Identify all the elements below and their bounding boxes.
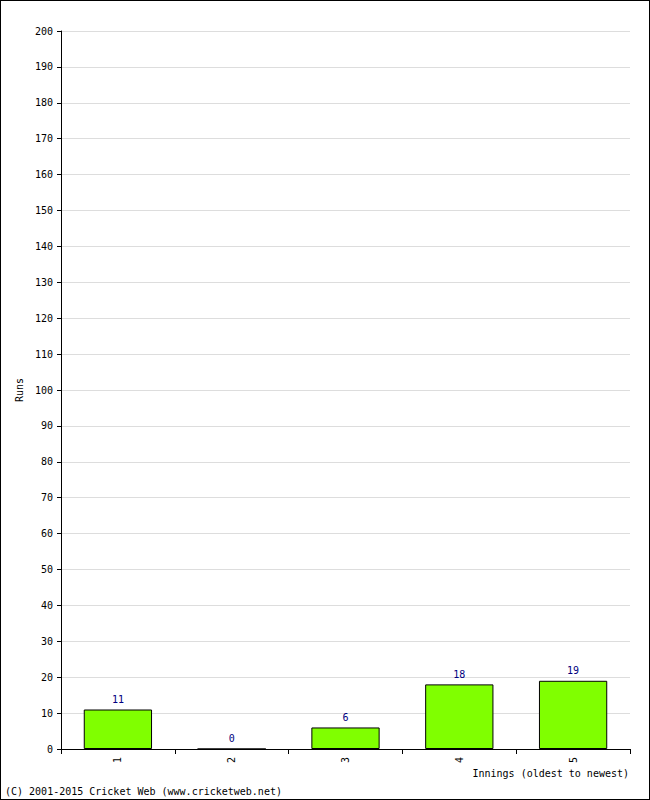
svg-text:18: 18 — [453, 669, 465, 680]
svg-text:160: 160 — [35, 169, 53, 180]
svg-text:0: 0 — [47, 744, 53, 755]
svg-text:150: 150 — [35, 205, 53, 216]
svg-text:140: 140 — [35, 241, 53, 252]
svg-text:130: 130 — [35, 277, 53, 288]
svg-text:170: 170 — [35, 133, 53, 144]
svg-text:40: 40 — [41, 600, 53, 611]
svg-text:50: 50 — [41, 564, 53, 575]
svg-text:1: 1 — [112, 757, 123, 763]
svg-text:Runs: Runs — [14, 378, 25, 402]
svg-text:190: 190 — [35, 61, 53, 72]
svg-text:11: 11 — [112, 694, 124, 705]
svg-text:30: 30 — [41, 636, 53, 647]
svg-text:Innings (oldest to newest): Innings (oldest to newest) — [472, 768, 629, 779]
svg-text:100: 100 — [35, 385, 53, 396]
svg-text:60: 60 — [41, 528, 53, 539]
svg-text:10: 10 — [41, 708, 53, 719]
svg-text:90: 90 — [41, 420, 53, 431]
svg-text:(C) 2001-2015 Cricket Web (www: (C) 2001-2015 Cricket Web (www.cricketwe… — [5, 786, 282, 797]
svg-text:180: 180 — [35, 97, 53, 108]
svg-text:2: 2 — [226, 757, 237, 763]
svg-text:20: 20 — [41, 672, 53, 683]
svg-text:200: 200 — [35, 26, 53, 37]
svg-text:4: 4 — [454, 757, 465, 763]
svg-text:6: 6 — [342, 712, 348, 723]
svg-text:70: 70 — [41, 492, 53, 503]
svg-text:110: 110 — [35, 349, 53, 360]
svg-text:80: 80 — [41, 456, 53, 467]
svg-text:5: 5 — [568, 757, 579, 763]
svg-text:3: 3 — [340, 757, 351, 763]
svg-text:120: 120 — [35, 313, 53, 324]
svg-text:19: 19 — [567, 665, 579, 676]
svg-text:0: 0 — [229, 733, 235, 744]
